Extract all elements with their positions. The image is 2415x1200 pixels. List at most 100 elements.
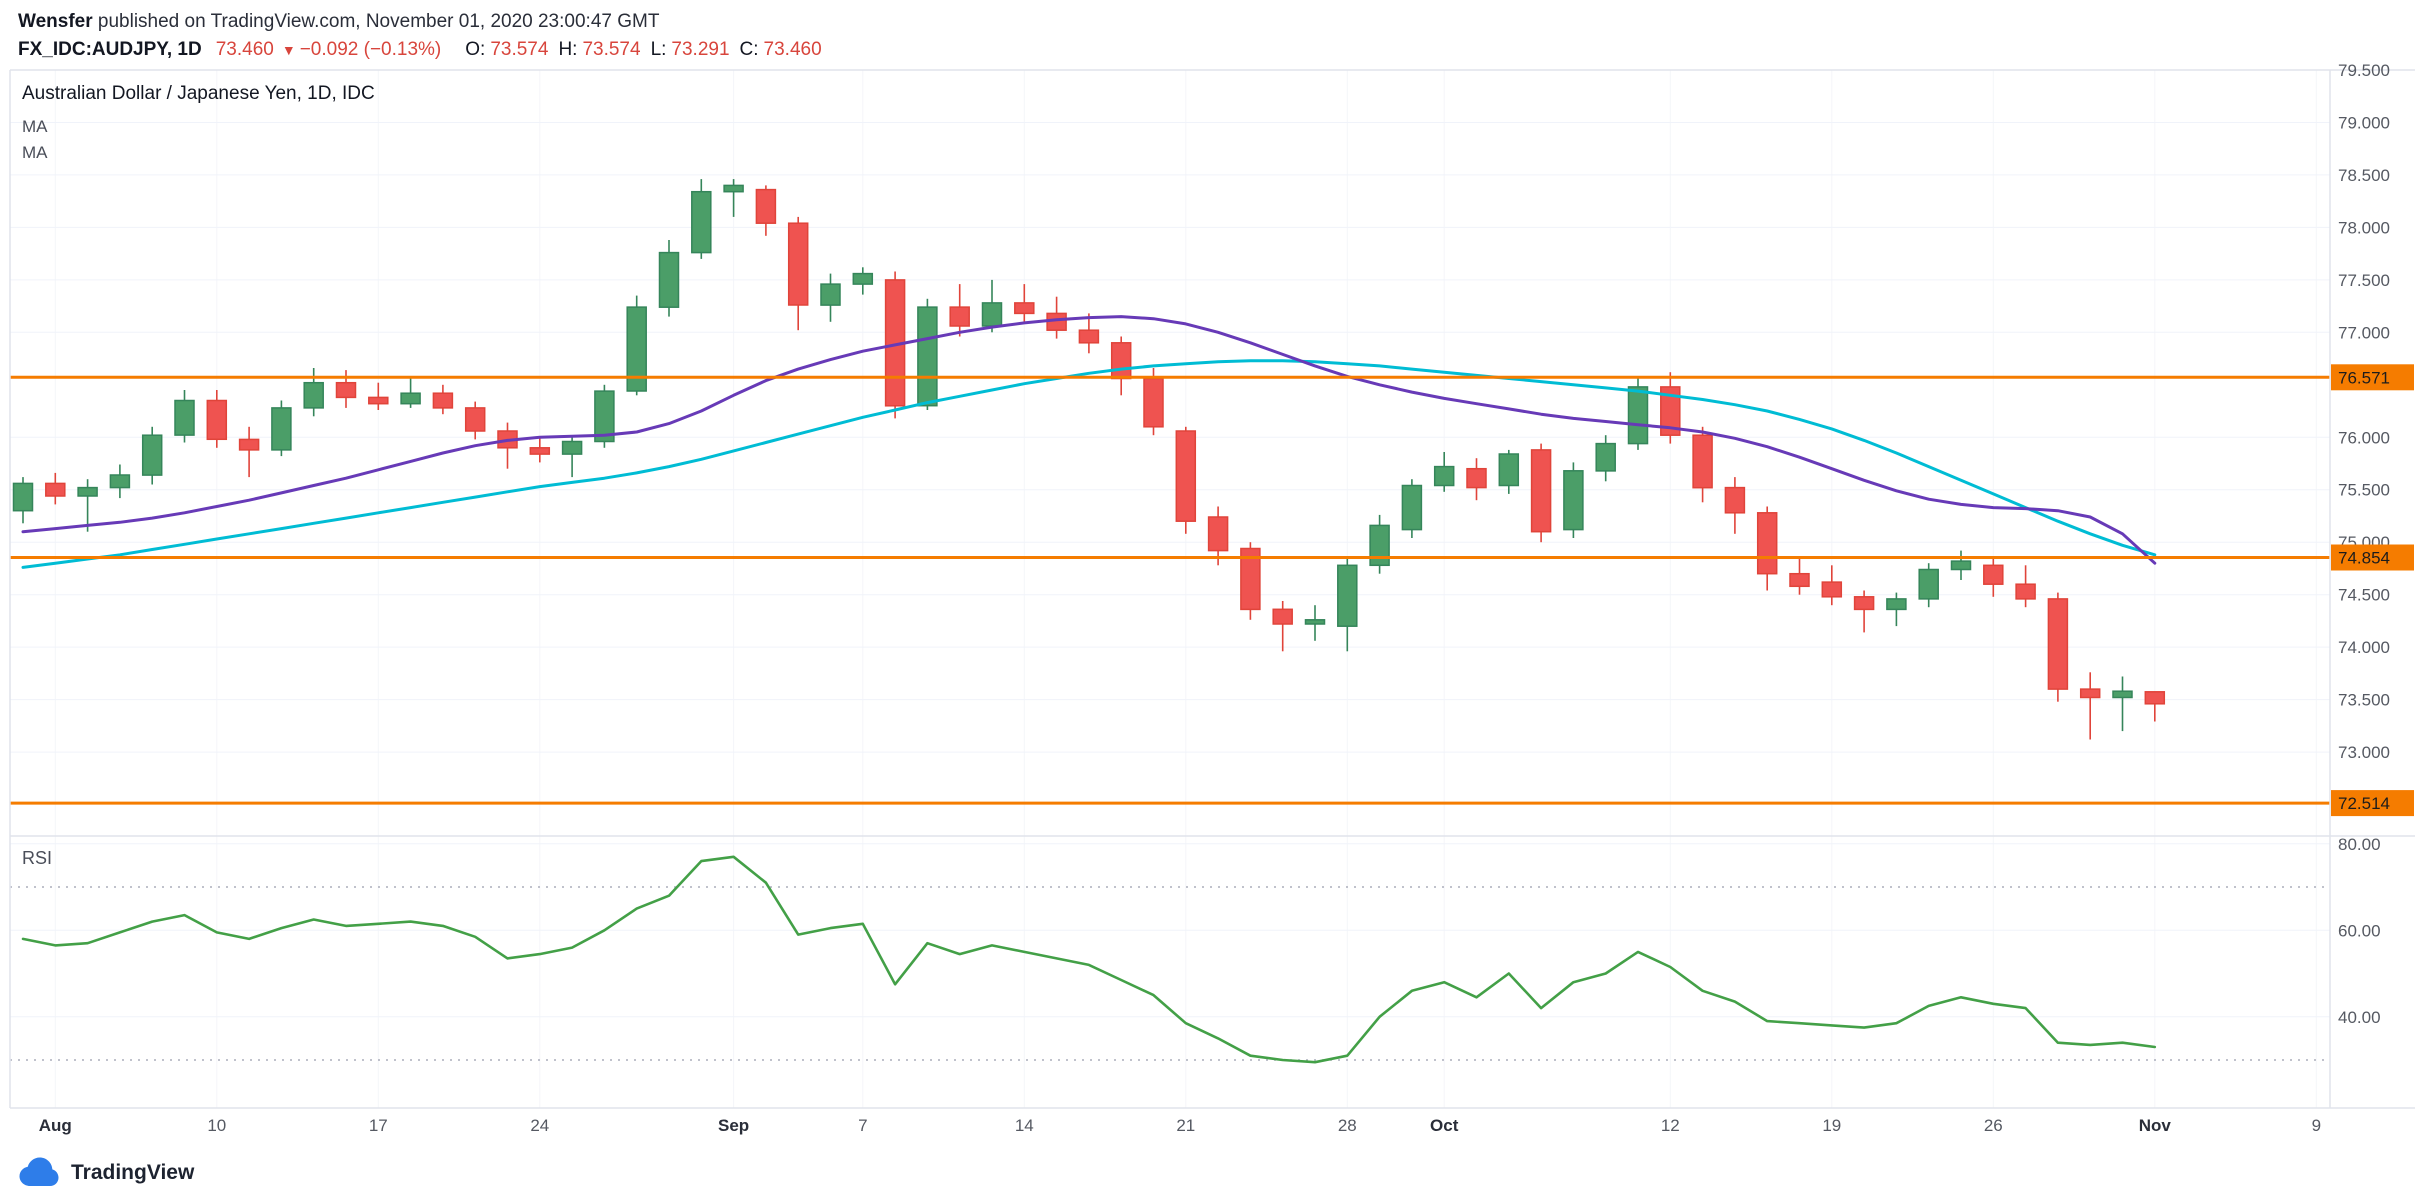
ohlc-value: 73.574: [490, 39, 549, 60]
price-level-badge[interactable]: [2331, 790, 2414, 817]
ma-indicator-label-1[interactable]: MA: [22, 117, 48, 136]
time-axis-label[interactable]: Oct: [1430, 1116, 1459, 1135]
ohlc-value: 73.574: [582, 39, 641, 60]
candle-down: [2047, 598, 2069, 690]
candle-up: [174, 399, 195, 436]
candle-down: [1207, 516, 1229, 552]
rsi-axis-label[interactable]: 40.00: [2338, 1008, 2381, 1027]
candle-down: [206, 399, 228, 441]
price-level-badge[interactable]: [2331, 544, 2414, 571]
rsi-axis-label[interactable]: 60.00: [2338, 921, 2381, 940]
candle-down: [1143, 377, 1164, 428]
candle-up: [271, 407, 292, 451]
time-axis-label[interactable]: 9: [2312, 1116, 2321, 1135]
time-axis-label[interactable]: 14: [1015, 1116, 1034, 1135]
candle-down: [45, 482, 66, 497]
last-price: 73.460: [215, 39, 274, 60]
candle-down: [1724, 486, 1746, 514]
candle-up: [1433, 465, 1455, 487]
time-axis-label[interactable]: 21: [1176, 1116, 1195, 1135]
tradingview-brand[interactable]: TradingView: [71, 1160, 195, 1184]
candle-down: [368, 396, 389, 405]
candle-up: [303, 381, 324, 409]
candle-up: [723, 184, 744, 193]
rsi-line: [21, 855, 2157, 1064]
candle-down: [787, 222, 809, 306]
price-level-badge-text: 76.571: [2338, 368, 2390, 387]
candle-down: [238, 438, 260, 451]
footer: TradingView: [16, 1156, 194, 1189]
author-name: Wensfer: [18, 11, 93, 32]
rsi-axis-label[interactable]: 80.00: [2338, 835, 2381, 854]
price-axis-label[interactable]: 78.000: [2338, 218, 2390, 237]
candle-up: [1498, 453, 1520, 487]
candle-up: [691, 190, 712, 254]
price-axis-label[interactable]: 76.000: [2338, 428, 2390, 447]
time-axis-label[interactable]: 19: [1822, 1116, 1841, 1135]
candle-down: [1530, 449, 1552, 533]
candle-up: [1401, 484, 1423, 531]
time-axis-label[interactable]: 17: [369, 1116, 388, 1135]
candle-down: [335, 381, 357, 399]
ma-slow-line: [21, 359, 2157, 569]
time-axis-label[interactable]: Sep: [718, 1116, 749, 1135]
candle-up: [1918, 568, 1939, 600]
time-axis-label[interactable]: 24: [530, 1116, 549, 1135]
candle-up: [141, 434, 163, 476]
tradingview-logo-icon[interactable]: [16, 1156, 62, 1189]
time-axis-label[interactable]: Aug: [39, 1116, 72, 1135]
candle-up: [981, 302, 1003, 327]
header: Wensfer published on TradingView.com, No…: [18, 8, 822, 64]
price-axis-label[interactable]: 77.500: [2338, 271, 2390, 290]
time-axis-label[interactable]: 12: [1661, 1116, 1680, 1135]
candle-up: [1886, 598, 1907, 611]
ma-fast-line: [21, 315, 2157, 565]
price-axis-label[interactable]: 73.000: [2338, 743, 2390, 762]
time-axis-label[interactable]: 7: [858, 1116, 867, 1135]
symbol-description[interactable]: Australian Dollar / Japanese Yen, 1D, ID…: [22, 83, 375, 104]
price-axis-label[interactable]: 79.000: [2338, 114, 2390, 133]
rsi-indicator-label[interactable]: RSI: [22, 848, 53, 868]
ohlc-value: 73.460: [763, 39, 822, 60]
price-axis-label[interactable]: 78.500: [2338, 166, 2390, 185]
price-axis-label[interactable]: 74.500: [2338, 586, 2390, 605]
price-axis-label[interactable]: 77.000: [2338, 323, 2390, 342]
candle-down: [1014, 302, 1035, 315]
price-axis-label[interactable]: 79.500: [2338, 61, 2390, 80]
time-axis-label[interactable]: Nov: [2139, 1116, 2172, 1135]
candle-up: [1627, 386, 1649, 445]
ma-indicator-label-2[interactable]: MA: [22, 143, 48, 162]
candle-up: [1369, 524, 1390, 567]
candle-down: [2015, 583, 2036, 600]
time-axis-label[interactable]: 10: [207, 1116, 226, 1135]
ohlc-value: 73.291: [671, 39, 730, 60]
candle-up: [561, 440, 583, 455]
symbol-title[interactable]: FX_IDC:AUDJPY, 1D: [18, 39, 202, 60]
candle-down: [1466, 467, 1487, 489]
price-level-badge-text: 72.514: [2338, 794, 2390, 813]
candle-up: [1304, 619, 1326, 625]
price-level-badge[interactable]: [2331, 364, 2414, 391]
price-axis-label[interactable]: 73.500: [2338, 691, 2390, 710]
time-axis-label[interactable]: 26: [1984, 1116, 2003, 1135]
time-axis-label[interactable]: 28: [1338, 1116, 1357, 1135]
candle-up: [1563, 470, 1584, 531]
candle-up: [77, 486, 98, 497]
candle-down: [1078, 329, 1100, 344]
candle-up: [820, 283, 841, 306]
candle-up: [594, 390, 615, 443]
price-axis-label[interactable]: 75.500: [2338, 481, 2390, 500]
chart-legend: Australian Dollar / Japanese Yen, 1D, ID…: [22, 83, 375, 166]
candle-up: [1950, 560, 1972, 571]
candle-down: [1821, 581, 1843, 598]
price-axis-label[interactable]: 74.000: [2338, 638, 2390, 657]
down-arrow-icon: ▼: [281, 42, 296, 58]
candle-up: [109, 474, 131, 489]
ohlc-label: O:: [465, 39, 486, 60]
candle-down: [949, 306, 970, 327]
candle-down: [2144, 691, 2166, 705]
candle-down: [1983, 564, 2004, 585]
candle-down: [1272, 608, 1293, 625]
